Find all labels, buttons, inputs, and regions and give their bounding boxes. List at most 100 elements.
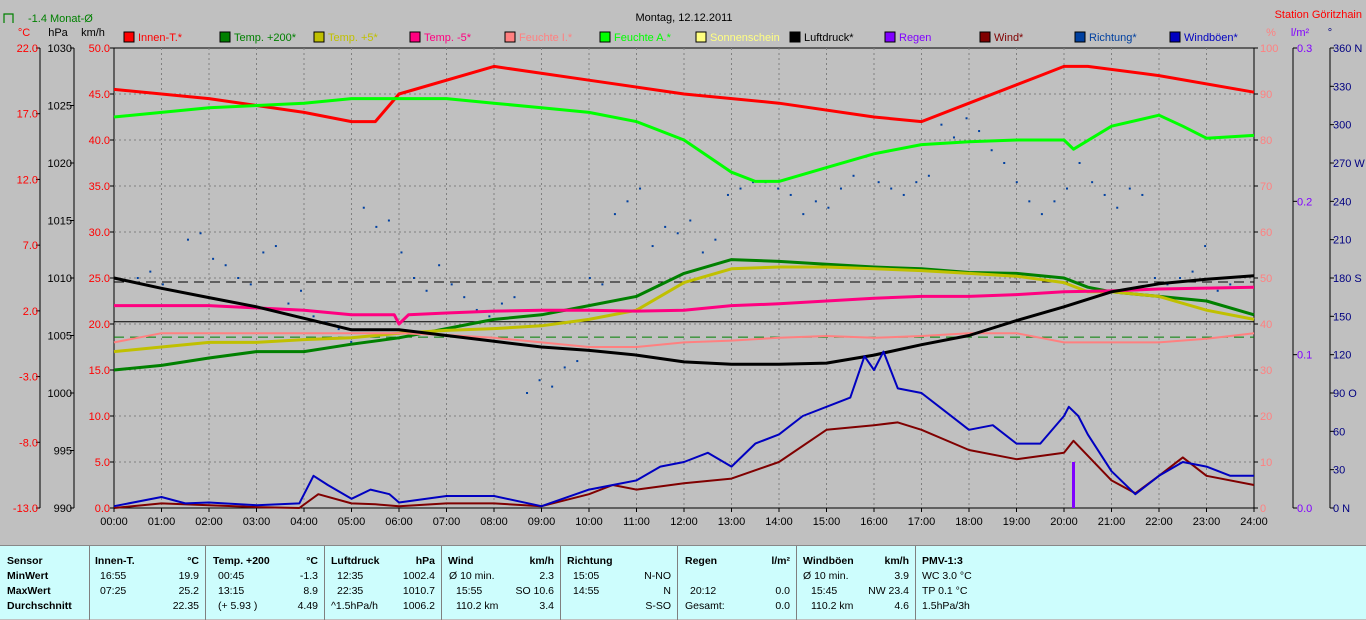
stats-time: (+ 5.93 ) [218,600,258,612]
direction-tick-label: 60 [1333,426,1345,438]
stats-value: 3.9 [894,570,909,582]
pressure-tick-label: 1015 [48,216,72,228]
direction-point [1015,181,1018,184]
humidity-tick-label: 100 [1260,43,1278,55]
x-tick-label: 01:00 [148,516,176,528]
stats-unit: °C [187,555,199,567]
direction-point [639,187,642,190]
direction-point [902,193,905,196]
rain-tick-label: 0.3 [1297,43,1312,55]
stats-wind-column: Wind km/h Ø 10 min. 2.3 15:55 SO 10.6 11… [441,546,560,620]
direction-point [1066,187,1069,190]
stats-value: N-NO [644,570,671,582]
direction-point [827,206,830,209]
direction-point [814,200,817,203]
x-tick-label: 16:00 [860,516,888,528]
indicator-label: -1.4 Monat-Ø [28,13,93,25]
stats-time: ^1.5hPa/h [331,600,378,612]
humidity-tick-label: 10 [1260,457,1272,469]
x-tick-label: 00:00 [100,516,128,528]
x-tick-label: 04:00 [290,516,318,528]
direction-point [237,277,240,279]
pressure-tick-label: 1025 [48,101,72,113]
stats-innen-column: Innen-T. °C 16:55 19.9 07:25 25.2 22.35 [89,546,205,620]
stats-row-label: MinWert [7,570,49,582]
direction-point [839,187,842,190]
x-tick-label: 10:00 [575,516,603,528]
stats-header: Innen-T. [95,555,135,567]
x-tick-label: 09:00 [528,516,556,528]
speed-tick-label: 35.0 [89,181,110,193]
direction-point [1153,277,1156,279]
monthly-indicator: -1.4 Monat-Ø [3,13,93,25]
humidity-tick-label: 50 [1260,273,1272,285]
direction-tick-label: 240 [1333,196,1351,208]
stats-time: Gesamt: [685,600,725,612]
series-line [113,421,1255,509]
pressure-tick-label: 1020 [48,158,72,170]
speed-tick-label: 50.0 [89,43,110,55]
temp-tick-label: 7.0 [23,240,38,252]
x-tick-label: 19:00 [1003,516,1031,528]
direction-tick-label: 150 [1333,311,1351,323]
weather-chart: 00:00 01:00 02:00 03:00 04:00 05:00 06:00 07:00… [3,9,1365,528]
direction-point [1216,289,1219,292]
direction-point [262,251,265,254]
direction-point [714,238,717,241]
legend-swatch [884,31,896,43]
direction-tick-label: 360 N [1333,43,1362,55]
direction-point [1116,206,1119,209]
chart-title: Montag, 12.12.2011 [635,12,732,24]
y-axes: 22.017.012.07.02.0-3.0-8.0-13.0103010251… [13,43,1365,515]
direction-point [1204,245,1207,248]
direction-point [990,149,993,152]
direction-tick-label: 30 [1333,465,1345,477]
direction-point [852,174,855,177]
direction-tick-label: 180 S [1333,273,1362,285]
direction-point [350,340,353,343]
direction-unit: ° [1328,27,1332,39]
direction-point [513,296,516,299]
direction-point [475,308,478,311]
stats-unit: l/m² [771,555,790,567]
legend-label: Temp. +5* [328,32,379,44]
direction-point [588,277,591,279]
direction-point [199,232,202,235]
series-line [113,258,1255,372]
direction-point [952,136,955,139]
station-name: Station Göritzhain [1275,9,1362,21]
legend-label: Temp. +200* [234,32,297,44]
legend: Innen-T.* Temp. +200* Temp. +5* Temp. -5* Fe… [123,31,1239,44]
stats-temp200-column: Temp. +200 °C 00:45 -1.3 13:15 8.9 (+ 5.… [205,546,324,620]
temp-unit: °C [18,27,30,39]
x-tick-label: 20:00 [1050,516,1078,528]
stats-value: 4.49 [297,600,318,612]
direction-point [551,385,554,388]
stats-header: Wind [448,555,474,567]
x-tick-label: 12:00 [670,516,698,528]
stats-time: 15:45 [811,585,838,597]
series-line [113,64,1255,124]
pressure-tick-label: 1030 [48,43,72,55]
direction-point [1078,162,1081,164]
direction-point [438,264,441,267]
series-line [113,274,1255,366]
rain-tick-label: 0.2 [1297,196,1312,208]
direction-point [337,328,340,331]
speed-tick-label: 10.0 [89,411,110,423]
direction-tick-label: 270 W [1333,158,1365,170]
humidity-tick-label: 40 [1260,319,1272,331]
rain-unit: l/m² [1291,27,1310,39]
temp-tick-label: 22.0 [17,43,38,55]
stats-time: 110.2 km [456,600,499,612]
direction-point [463,296,466,299]
direction-point [500,302,503,305]
legend-swatch [789,31,801,43]
direction-point [312,315,315,318]
direction-point [664,225,667,228]
direction-point [249,283,252,286]
rain-bar [1072,462,1075,508]
direction-tick-label: 90 O [1333,388,1357,400]
stats-sensor-column: Sensor MinWert MaxWert Durchschnitt [0,546,89,620]
speed-tick-label: 30.0 [89,227,110,239]
